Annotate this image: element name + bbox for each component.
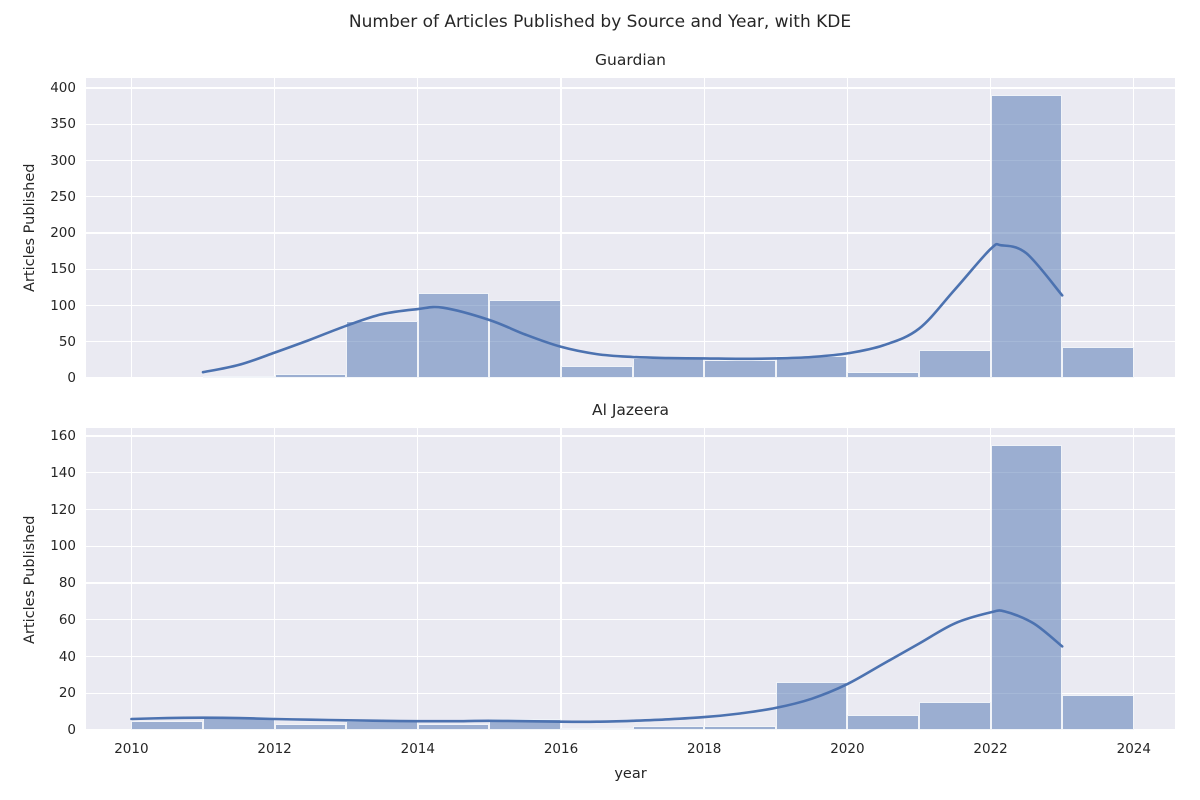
- x-gridline: [273, 428, 276, 731]
- y-tick-label: 150: [50, 261, 76, 278]
- y-tick-label: 50: [58, 333, 76, 350]
- histogram-bar-2013: [346, 321, 418, 378]
- y-tick-label: 40: [58, 648, 76, 665]
- x-tick-label: 2014: [400, 741, 435, 757]
- y-gridline: [86, 232, 1175, 234]
- x-gridline: [846, 428, 849, 731]
- x-tick-label: 2024: [1116, 741, 1151, 757]
- kde-line-path: [201, 242, 1064, 374]
- y-tick-label: 140: [50, 464, 76, 481]
- histogram-bar-2016: [561, 365, 633, 378]
- x-tick-label: 2020: [830, 741, 865, 757]
- x-tick-label: 2010: [114, 741, 149, 757]
- histogram-bar-2012: [274, 724, 347, 730]
- y-tick-label: 300: [50, 152, 76, 169]
- histogram-bar-2020: [847, 715, 919, 730]
- x-gridline: [417, 78, 419, 378]
- subplot-title-guardian: Guardian: [595, 51, 666, 69]
- kde-line-path: [130, 609, 1064, 724]
- y-gridline: [86, 508, 1175, 511]
- y-gridline: [86, 196, 1175, 198]
- x-gridline: [417, 428, 419, 731]
- histogram-bar-2021: [919, 702, 991, 730]
- x-gridline: [1133, 78, 1135, 378]
- y-gridline: [86, 582, 1175, 584]
- y-tick-label: 160: [50, 428, 76, 444]
- y-tick-label: 100: [50, 297, 76, 314]
- histogram-bar-2014: [417, 724, 490, 730]
- chart-guardian: Guardian Articles Published 0 50 100 150 200…: [22, 51, 1175, 386]
- figure-title: Number of Articles Published by Source a…: [348, 12, 852, 32]
- y-gridline: [86, 341, 1175, 343]
- x-gridline: [560, 428, 562, 731]
- y-gridline: [86, 377, 1175, 379]
- histogram-bar-2017: [632, 726, 705, 730]
- y-tick-label: 60: [58, 611, 76, 628]
- histogram-bar-2020: [847, 372, 919, 378]
- histogram-bar-2016: [561, 728, 633, 731]
- x-axis-label: year: [614, 766, 647, 782]
- x-gridline: [989, 78, 992, 378]
- chart-al-jazeera: Al Jazeera Articles Published 0 20 40 60 80 1…: [22, 401, 1175, 757]
- x-tick-label: 2022: [973, 741, 1008, 757]
- histogram-bar-2023: [1062, 695, 1134, 730]
- y-gridline: [86, 268, 1175, 270]
- histogram-bar-2010: [131, 720, 203, 730]
- histogram-bar-2022: [990, 95, 1063, 378]
- kde-curve: [201, 242, 1064, 374]
- x-gridline: [273, 78, 276, 378]
- x-gridline: [130, 78, 133, 378]
- y-tick-label: 0: [67, 370, 76, 386]
- y-tick-label: 80: [58, 575, 76, 591]
- y-gridline: [86, 123, 1175, 125]
- y-tick-label: 400: [50, 80, 76, 96]
- subplot-title-al-jazeera: Al Jazeera: [592, 401, 669, 419]
- y-tick-label: 200: [50, 225, 76, 241]
- y-gridline: [86, 159, 1175, 162]
- histogram-bar-2012: [274, 374, 347, 378]
- y-gridline: [86, 692, 1175, 694]
- x-gridline: [989, 428, 992, 731]
- x-tick-label: 2016: [543, 741, 579, 757]
- y-gridline: [86, 619, 1175, 621]
- histogram-bar-2018: [704, 359, 776, 378]
- y-tick-label: 250: [50, 188, 76, 205]
- y-tick-label: 20: [58, 685, 76, 702]
- x-gridline: [130, 428, 133, 731]
- histogram-bar-2022: [990, 445, 1063, 730]
- y-tick-label: 100: [50, 538, 76, 555]
- x-gridline: [560, 78, 562, 378]
- y-gridline: [86, 87, 1175, 89]
- x-tick-label: 2012: [257, 741, 292, 757]
- kde-curve: [130, 609, 1064, 724]
- y-tick-label: 350: [50, 116, 76, 133]
- y-gridline: [86, 472, 1175, 474]
- x-tick-label: 2018: [687, 741, 722, 757]
- histogram-bar-2023: [1062, 346, 1134, 378]
- x-gridline: [1133, 428, 1135, 731]
- x-gridline: [703, 78, 705, 378]
- y-gridline: [86, 435, 1175, 437]
- y-gridline: [86, 545, 1175, 547]
- y-tick-label: 120: [50, 501, 76, 518]
- x-gridline: [703, 428, 705, 731]
- histogram-bar-2015: [489, 718, 561, 730]
- histogram-bar-2018: [704, 726, 776, 730]
- y-gridline: [86, 304, 1175, 307]
- x-gridline: [846, 78, 849, 378]
- y-tick-label: 0: [67, 722, 76, 738]
- histogram-bar-2021: [919, 350, 991, 378]
- histogram-bar-2011: [203, 375, 275, 378]
- histogram-bar-2015: [489, 299, 561, 378]
- y-gridline: [86, 655, 1175, 658]
